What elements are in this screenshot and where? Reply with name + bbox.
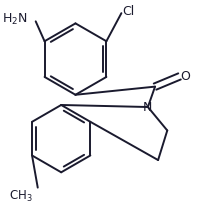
Text: $\mathregular{CH_3}$: $\mathregular{CH_3}$ — [9, 189, 32, 204]
Text: N: N — [143, 100, 153, 113]
Text: H$_2$N: H$_2$N — [2, 12, 28, 27]
Text: O: O — [181, 70, 190, 83]
Text: Cl: Cl — [122, 5, 135, 18]
